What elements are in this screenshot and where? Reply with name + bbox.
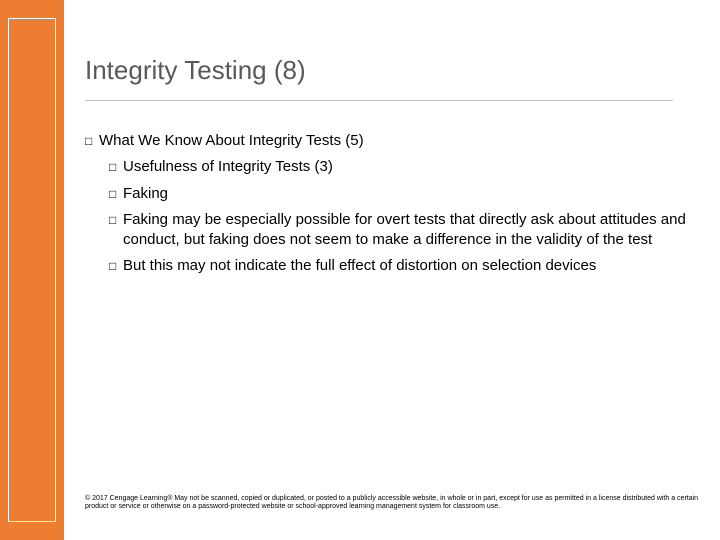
- square-bullet-icon: □: [109, 256, 123, 276]
- slide-left-rail: [0, 0, 64, 540]
- slide-left-rail-inner: [8, 18, 56, 522]
- square-bullet-icon: □: [85, 131, 99, 151]
- bullet-text: Faking: [123, 184, 704, 204]
- bullet-text: But this may not indicate the full effec…: [123, 256, 704, 276]
- bottom-corner-tab: [0, 522, 46, 540]
- bullet-level2: □ Usefulness of Integrity Tests (3): [109, 157, 704, 177]
- slide-title: Integrity Testing (8): [85, 55, 704, 100]
- bullet-level2: □ Faking: [109, 184, 704, 204]
- bullet-text: Usefulness of Integrity Tests (3): [123, 157, 704, 177]
- square-bullet-icon: □: [109, 157, 123, 177]
- bullet-text: Faking may be especially possible for ov…: [123, 210, 704, 251]
- bullet-text: What We Know About Integrity Tests (5): [99, 131, 704, 151]
- bullet-level2: □ But this may not indicate the full eff…: [109, 256, 704, 276]
- bullet-level2: □ Faking may be especially possible for …: [109, 210, 704, 251]
- square-bullet-icon: □: [109, 210, 123, 251]
- title-underline: [85, 100, 673, 101]
- copyright-footer: © 2017 Cengage Learning® May not be scan…: [85, 495, 704, 513]
- square-bullet-icon: □: [109, 184, 123, 204]
- slide-content: Integrity Testing (8) □ What We Know Abo…: [85, 55, 704, 283]
- bullet-level1: □ What We Know About Integrity Tests (5): [85, 131, 704, 151]
- bullet-list: □ What We Know About Integrity Tests (5)…: [85, 131, 704, 277]
